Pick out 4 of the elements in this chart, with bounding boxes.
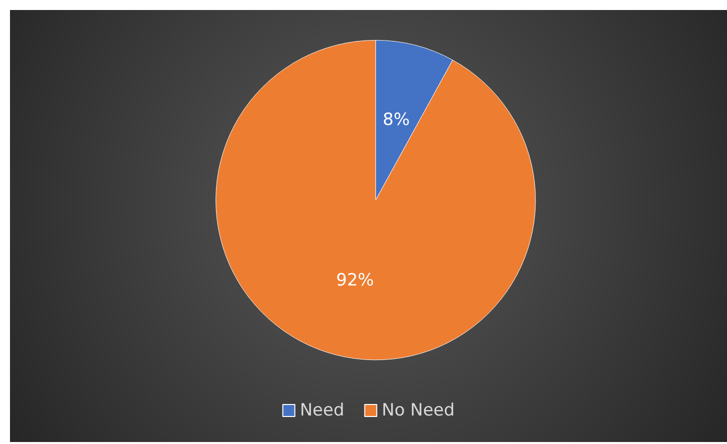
data-label: 8% [382,110,410,130]
legend-label: No Need [382,400,455,420]
data-label: 92% [336,270,374,290]
legend-label: Need [300,400,344,420]
